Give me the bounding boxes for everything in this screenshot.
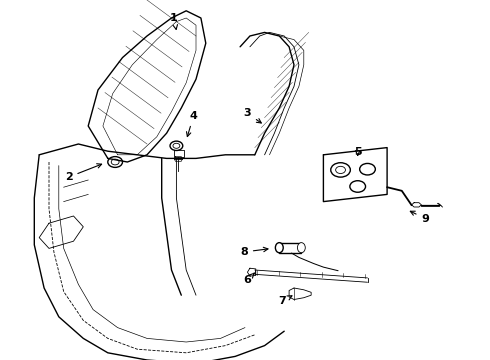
Text: 7: 7 — [278, 296, 292, 306]
Text: 8: 8 — [240, 247, 268, 257]
Bar — [279, 243, 301, 253]
Text: 4: 4 — [187, 111, 197, 136]
Text: 5: 5 — [354, 147, 362, 157]
Ellipse shape — [297, 243, 305, 253]
Text: 6: 6 — [244, 273, 254, 285]
Text: 3: 3 — [244, 108, 261, 123]
Text: 9: 9 — [410, 211, 429, 224]
Ellipse shape — [275, 243, 283, 253]
Text: 1: 1 — [170, 13, 178, 30]
Text: 2: 2 — [65, 164, 101, 182]
